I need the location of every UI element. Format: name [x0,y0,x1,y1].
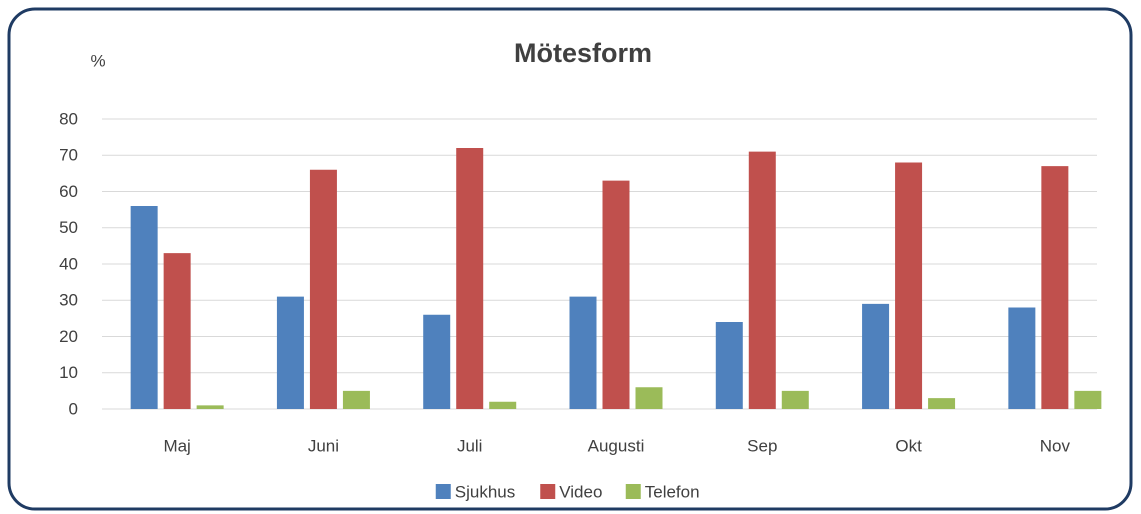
x-tick-label: Sep [747,436,777,455]
bar [309,169,337,409]
bar [456,148,484,409]
y-tick-label: 50 [59,218,78,237]
bar [1074,390,1102,409]
bar [569,296,597,409]
y-tick-label: 40 [59,254,78,273]
bar [715,322,743,409]
bar [423,314,451,409]
x-tick-label: Juni [308,436,339,455]
bar [862,303,890,409]
legend-swatch [435,484,451,499]
bar [635,387,663,409]
y-tick-label: 30 [59,291,78,310]
x-tick-label: Juli [457,436,483,455]
legend-swatch [625,484,641,499]
bar [781,390,809,409]
y-tick-label: 10 [59,363,78,382]
x-tick-label: Nov [1040,436,1071,455]
bar [342,390,370,409]
y-tick-label: 20 [59,327,78,346]
bar [1041,166,1069,409]
bar [196,405,224,409]
legend-label: Video [559,482,602,501]
bar [1008,307,1036,409]
y-tick-label: 80 [59,109,78,128]
x-tick-label: Augusti [588,436,645,455]
x-tick-label: Maj [163,436,190,455]
legend-label: Sjukhus [455,482,515,501]
legend-label: Telefon [645,482,700,501]
bar [489,401,517,409]
y-tick-label: 0 [69,399,78,418]
legend-swatch [540,484,556,499]
x-tick-label: Okt [895,436,922,455]
y-tick-label: 70 [59,146,78,165]
bar [748,151,776,409]
bar [928,398,956,409]
y-tick-label: 60 [59,182,78,201]
chart-title: Mötesform [514,38,652,68]
bar [163,253,191,409]
y-axis-label: % [90,51,105,70]
bar [895,162,923,409]
bar [602,180,630,409]
bar [130,206,158,409]
bar [276,296,304,409]
